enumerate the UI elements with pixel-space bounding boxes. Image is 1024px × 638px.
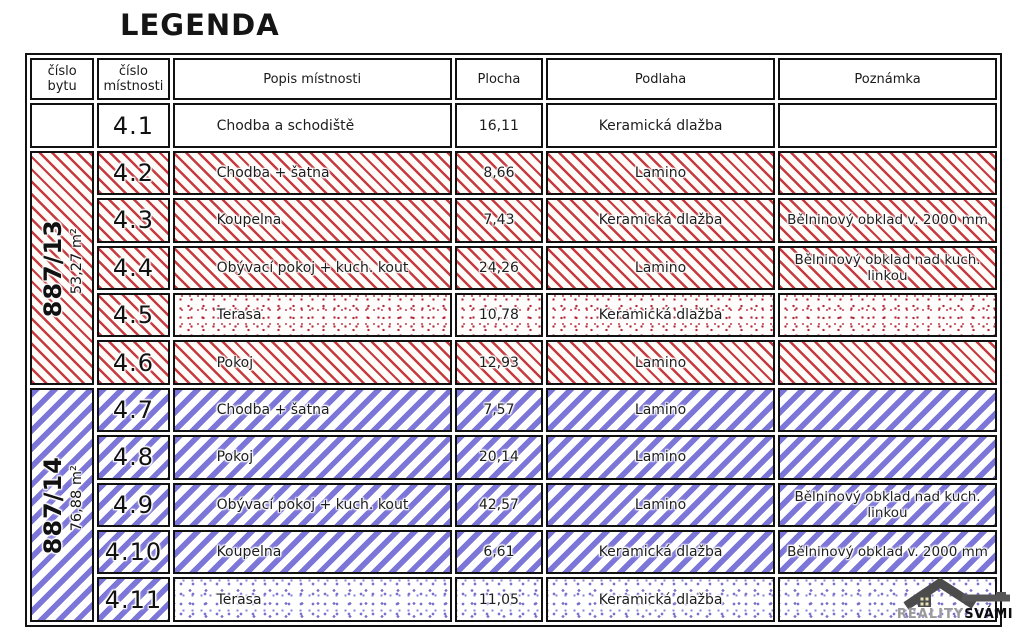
room-note (778, 150, 997, 196)
page-title: LEGENDA (120, 8, 280, 42)
room-area: 12,93 (454, 340, 544, 385)
room-note (778, 103, 997, 148)
header-note: Poznámka (778, 58, 997, 101)
room-area: 24,26 (454, 245, 544, 291)
table-row: 887/14 76,88 m² 4.7 Chodba + šatna 7,57 … (30, 387, 997, 622)
table-row: 4.6 Pokoj 12,93 Lamino (30, 340, 997, 385)
room-area: 6,61 (454, 530, 544, 575)
room-number: 4.7 (97, 387, 170, 433)
room-number: 4.2 (97, 150, 170, 196)
room-floor: Lamino (546, 482, 776, 528)
room-note (778, 340, 997, 385)
room-description: Terasa (172, 293, 452, 338)
logo-word-reality: REALITY (896, 607, 965, 622)
room-description: Chodba a schodiště (172, 103, 452, 148)
logo-text: REALITYSVÁMI (897, 608, 1013, 621)
table-row: 4.3 Koupelna 7,43 Keramická dlažba Bělni… (30, 198, 997, 243)
apartment-area: 76,88 m² (68, 464, 85, 531)
apartment-cell-empty (30, 103, 95, 148)
room-floor: Lamino (546, 150, 776, 196)
room-area: 16,11 (454, 103, 544, 148)
room-description: Obývací pokoj + kuch. kout (172, 482, 452, 528)
table-row: 4.8 Pokoj 20,14 Lamino (30, 435, 997, 480)
room-area: 11,05 (454, 577, 544, 622)
room-floor: Keramická dlažba (546, 103, 776, 148)
header-apartment-no: číslo bytu (30, 58, 95, 101)
room-area: 7,57 (454, 387, 544, 433)
room-description: Pokoj (172, 340, 452, 385)
room-area: 7,43 (454, 198, 544, 243)
room-area: 10,78 (454, 293, 544, 338)
header-area: Plocha (454, 58, 544, 101)
table-row: 4.1 Chodba a schodiště 16,11 Keramická d… (30, 103, 997, 148)
room-number: 4.3 (97, 198, 170, 243)
apartment-number: 887/13 (38, 218, 67, 317)
header-description: Popis místnosti (172, 58, 452, 101)
room-floor: Keramická dlažba (546, 577, 776, 622)
room-area: 20,14 (454, 435, 544, 480)
room-description: Koupelna (172, 198, 452, 243)
room-floor: Lamino (546, 340, 776, 385)
room-note (778, 293, 997, 338)
room-floor: Lamino (546, 435, 776, 480)
header-floor: Podlaha (546, 58, 776, 101)
legend-table: číslo bytu číslo místnosti Popis místnos… (25, 53, 1002, 627)
room-number: 4.1 (97, 103, 170, 148)
room-description: Chodba + šatna (172, 387, 452, 433)
room-number: 4.6 (97, 340, 170, 385)
table-row: 4.11 Terasa 11,05 Keramická dlažba (30, 577, 997, 622)
room-area: 8,66 (454, 150, 544, 196)
room-note: Bělninový obklad nad kuch. linkou (778, 482, 997, 528)
room-description: Koupelna (172, 530, 452, 575)
table-row: 4.10 Koupelna 6,61 Keramická dlažba Běln… (30, 530, 997, 575)
room-floor: Keramická dlažba (546, 198, 776, 243)
room-number: 4.10 (97, 530, 170, 575)
room-area: 42,57 (454, 482, 544, 528)
header-room-no: číslo místnosti (97, 58, 170, 101)
room-description: Terasa (172, 577, 452, 622)
apartment-887-14-cell: 887/14 76,88 m² (30, 387, 95, 622)
table-row: 887/13 53,27 m² 4.2 Chodba + šatna 8,66 … (30, 150, 997, 385)
room-description: Chodba + šatna (172, 150, 452, 196)
table-row: 4.4 Obývací pokoj + kuch. kout 24,26 Lam… (30, 245, 997, 291)
room-note (778, 387, 997, 433)
room-description: Pokoj (172, 435, 452, 480)
room-number: 4.11 (97, 577, 170, 622)
room-floor: Keramická dlažba (546, 530, 776, 575)
room-floor: Keramická dlažba (546, 293, 776, 338)
room-number: 4.4 (97, 245, 170, 291)
room-note (778, 435, 997, 480)
house-roof-icon (892, 574, 1018, 614)
room-number: 4.9 (97, 482, 170, 528)
room-floor: Lamino (546, 387, 776, 433)
apartment-887-13-cell: 887/13 53,27 m² (30, 150, 95, 385)
logo-word-svami: SVÁMI (964, 607, 1014, 622)
apartment-area: 53,27 m² (68, 227, 85, 294)
table-row: 4.9 Obývací pokoj + kuch. kout 42,57 Lam… (30, 482, 997, 528)
room-note: Bělninový obklad nad kuch. linkou (778, 245, 997, 291)
room-number: 4.8 (97, 435, 170, 480)
room-note: Bělninový obklad v. 2000 mm (778, 198, 997, 243)
header-row: číslo bytu číslo místnosti Popis místnos… (30, 58, 997, 101)
apartment-number: 887/14 (38, 455, 67, 555)
room-note: Bělninový obklad v. 2000 mm (778, 530, 997, 575)
room-description: Obývací pokoj + kuch. kout (172, 245, 452, 291)
table-row: 4.5 Terasa 10,78 Keramická dlažba (30, 293, 997, 338)
room-number: 4.5 (97, 293, 170, 338)
reality-svami-logo: REALITYSVÁMI (892, 574, 1018, 630)
room-floor: Lamino (546, 245, 776, 291)
